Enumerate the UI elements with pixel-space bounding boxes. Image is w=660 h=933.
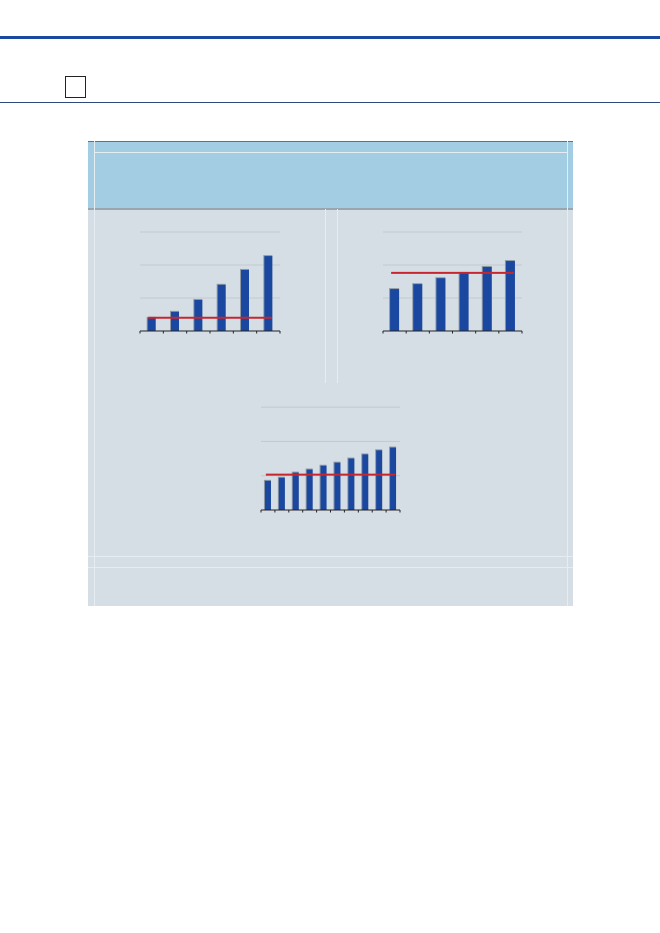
bar (334, 462, 341, 510)
bar (147, 317, 156, 331)
figure-panel (88, 141, 573, 606)
bar (171, 311, 179, 331)
bar (320, 465, 327, 510)
bar (264, 256, 273, 331)
bar (241, 269, 249, 331)
panel-inner-left (94, 141, 95, 606)
column-divider (325, 209, 326, 383)
header-divider (0, 102, 660, 103)
bar (459, 272, 469, 331)
bar (348, 458, 355, 510)
footer-line (88, 567, 573, 568)
bar (194, 299, 203, 331)
bar (376, 450, 383, 510)
bar (413, 284, 423, 331)
panel-inner-right (567, 141, 568, 606)
bar (436, 278, 446, 331)
bar (217, 284, 226, 331)
section-marker-box (65, 76, 86, 98)
footer-line (88, 556, 573, 557)
bar (292, 472, 299, 510)
bar (278, 477, 285, 510)
bar (505, 261, 515, 331)
column-divider (337, 209, 338, 383)
header-inner-line (94, 152, 567, 153)
bar (362, 454, 369, 510)
bar (482, 266, 492, 331)
bar (264, 480, 271, 510)
bar (390, 289, 400, 331)
bar (306, 469, 313, 510)
header-accent-rule (0, 36, 660, 39)
bar (390, 447, 397, 510)
